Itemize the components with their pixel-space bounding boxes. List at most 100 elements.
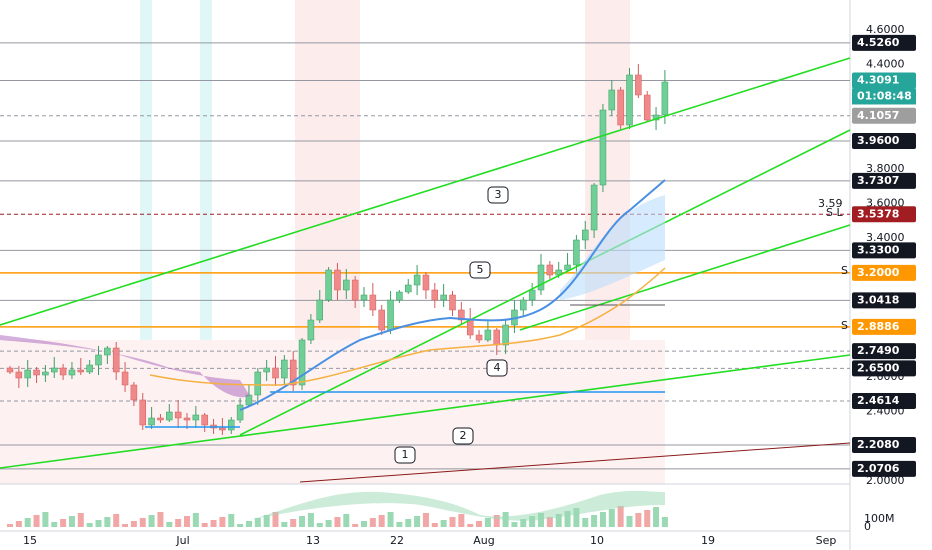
candle-body <box>564 264 571 271</box>
price-tag-label: 3.0418 <box>857 293 899 306</box>
candle-body <box>33 369 40 376</box>
x-tick-label: 19 <box>701 534 715 547</box>
volume-bar <box>644 510 651 527</box>
volume-bar <box>113 514 120 527</box>
candle-body <box>626 74 633 126</box>
volume-bar <box>591 515 598 527</box>
volume-bar <box>290 519 297 527</box>
candle-body <box>15 371 23 379</box>
ma-band <box>0 335 250 398</box>
volume-bar <box>378 515 385 527</box>
callout-label: 5 <box>477 263 484 276</box>
x-tick-label: Jul <box>175 534 189 547</box>
price-tag-label: 3.3300 <box>857 243 900 256</box>
candle-body <box>201 414 208 426</box>
candle-body <box>166 411 173 421</box>
price-tag <box>852 72 916 89</box>
candle-body <box>263 367 270 373</box>
candle-body <box>643 94 651 121</box>
volume-bar <box>95 520 102 527</box>
volume-bar <box>325 520 332 527</box>
volume-bar <box>7 524 13 527</box>
candle-body <box>298 339 306 386</box>
stop-value: 3.59 <box>818 197 843 210</box>
candle-body <box>405 284 412 293</box>
candle-body <box>334 269 341 291</box>
candle-body <box>51 367 58 373</box>
y-tick-label: 4.6000 <box>866 23 905 36</box>
candle-body <box>228 419 235 431</box>
volume-bar <box>210 520 217 527</box>
volume-bar <box>352 524 359 527</box>
price-tag-label: 2.4614 <box>857 394 900 407</box>
candle-body <box>281 359 288 379</box>
volume-cloud <box>250 490 665 521</box>
volume-bar <box>15 521 22 527</box>
candle-body <box>528 289 536 301</box>
callout-label: 3 <box>495 188 502 201</box>
x-tick-label: Sep <box>816 534 837 547</box>
volume-bar <box>272 512 279 527</box>
volume-bar <box>396 522 403 527</box>
volume-bar <box>24 518 31 527</box>
candle-body <box>661 81 669 116</box>
price-tag <box>852 360 916 377</box>
volume-bar <box>511 522 518 527</box>
ma-line <box>239 179 666 411</box>
callout-box <box>469 261 491 279</box>
candle-body <box>148 417 155 426</box>
volume-bar <box>458 514 465 527</box>
callout-label: 4 <box>494 361 501 374</box>
volume-bar <box>361 521 367 527</box>
candle-body <box>396 291 403 301</box>
candle-body <box>599 109 607 186</box>
volume-bar <box>130 521 137 527</box>
candle-body <box>254 371 262 396</box>
volume-bar <box>175 519 182 527</box>
x-tick-label: 15 <box>23 534 37 547</box>
candle-body <box>520 299 527 311</box>
countdown: 01:08:48 <box>857 89 912 102</box>
candle-body <box>573 239 580 266</box>
callout-box <box>452 427 474 445</box>
y-tick-label: 4.4000 <box>866 58 905 71</box>
candle-body <box>219 427 226 431</box>
price-tag <box>852 460 916 477</box>
price-tag-label: 2.0706 <box>857 462 900 475</box>
volume-bar <box>334 517 341 527</box>
y-tick-label: 3.4000 <box>866 231 905 244</box>
volume-bar <box>104 517 111 527</box>
price-tag <box>852 242 916 259</box>
volume-bar <box>184 516 190 527</box>
candle-body <box>360 294 368 301</box>
trend-line <box>0 57 851 326</box>
candle-body <box>325 269 332 301</box>
volume-bar <box>476 521 483 527</box>
stop-loss-label: S L <box>826 206 843 219</box>
volume-bar <box>599 512 606 527</box>
volume-bar <box>431 523 438 527</box>
candle-body <box>316 299 323 321</box>
y-tick-label: 2.0000 <box>866 474 905 487</box>
volume-bar <box>564 511 571 527</box>
volume-bar <box>661 517 668 527</box>
volume-bar <box>157 512 164 527</box>
candle-body <box>378 309 385 331</box>
volume-bar <box>422 513 429 527</box>
candle-body <box>475 334 483 341</box>
volume-bar <box>139 518 146 527</box>
candle-body <box>86 364 93 373</box>
candle-body <box>6 367 14 373</box>
ma-line <box>149 267 666 386</box>
price-tag <box>852 318 916 335</box>
signal-marker: S <box>841 319 848 332</box>
candle-body <box>617 89 624 126</box>
volume-bar <box>484 518 491 527</box>
candle-body <box>546 264 554 276</box>
volume-bar <box>520 519 527 527</box>
volume-bar <box>237 524 244 527</box>
volume-bar <box>316 523 323 527</box>
volume-bar <box>582 518 589 527</box>
volume-bar <box>343 514 350 527</box>
volume-label: 100M <box>864 512 895 525</box>
